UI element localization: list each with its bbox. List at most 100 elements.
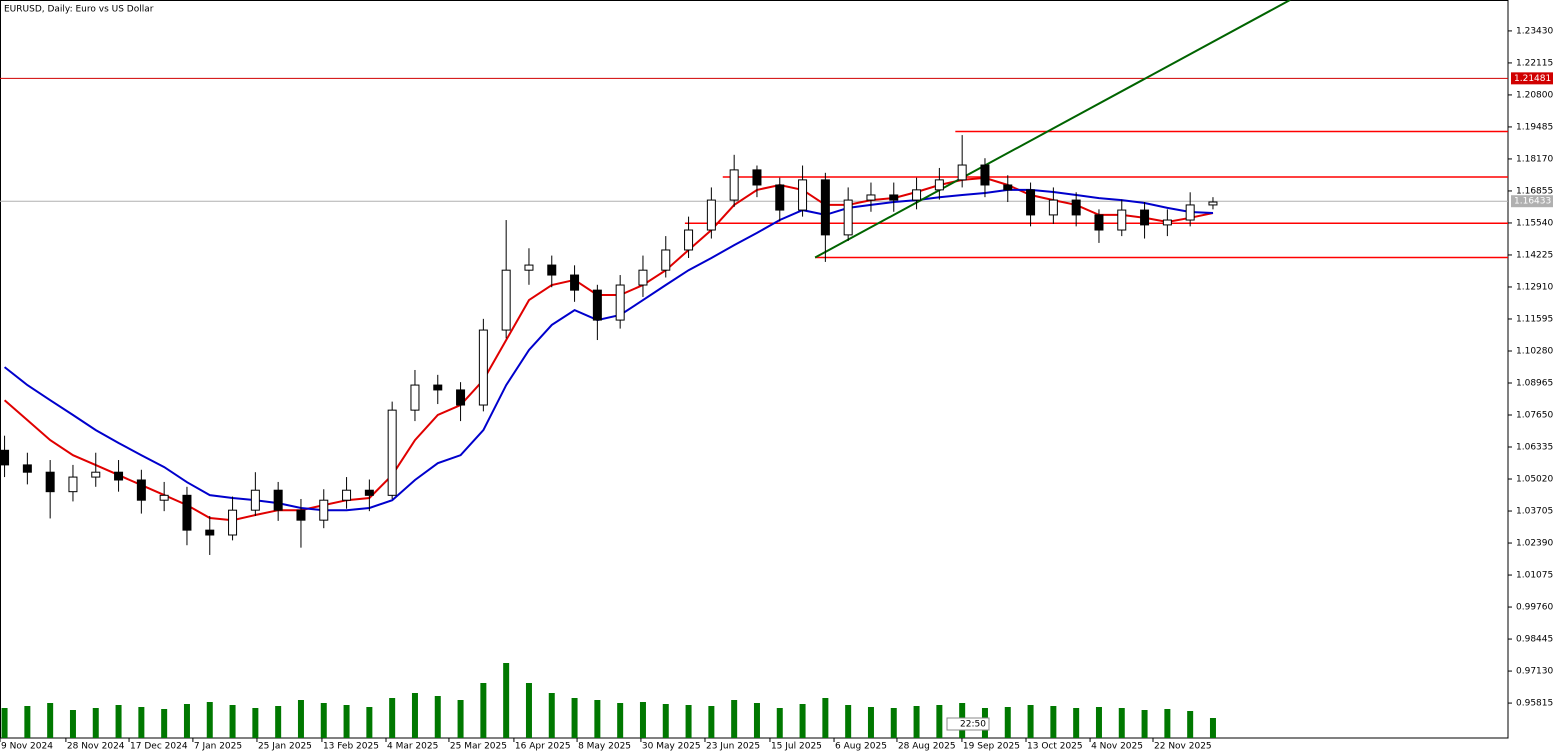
x-tick-label: 4 Mar 2025 bbox=[387, 742, 438, 752]
x-tick-label: 28 Aug 2025 bbox=[898, 742, 956, 752]
candle-body bbox=[615, 284, 625, 321]
candle-body bbox=[228, 509, 238, 536]
candle-body bbox=[114, 471, 124, 481]
candle-body bbox=[1026, 189, 1036, 216]
y-tick-label: 0.99760 bbox=[1516, 603, 1553, 613]
volume-bar bbox=[594, 700, 601, 738]
candle-body bbox=[342, 489, 352, 501]
volume-bar bbox=[776, 708, 783, 738]
volume-bar bbox=[252, 708, 259, 738]
y-tick-label: 1.06335 bbox=[1516, 443, 1553, 453]
x-tick-label: 22 Nov 2025 bbox=[1154, 742, 1212, 752]
x-tick-label: 4 Nov 2025 bbox=[1091, 742, 1143, 752]
y-tick-label: 1.05020 bbox=[1516, 475, 1553, 485]
candle-body bbox=[456, 389, 466, 406]
x-tick-label: 13 Oct 2025 bbox=[1027, 742, 1083, 752]
y-tick-label: 1.01075 bbox=[1516, 571, 1553, 581]
x-tick-label: 30 May 2025 bbox=[642, 742, 701, 752]
price-tag bbox=[1511, 195, 1553, 208]
volume-bar bbox=[343, 705, 350, 738]
candle-body bbox=[182, 494, 192, 531]
volume-bar bbox=[389, 698, 396, 738]
volume-bar bbox=[753, 703, 760, 738]
y-tick-label: 1.12910 bbox=[1516, 282, 1553, 292]
y-tick-label: 1.20800 bbox=[1516, 90, 1553, 100]
candle-body bbox=[889, 194, 899, 201]
volume-bar bbox=[115, 705, 122, 738]
x-tick-label: 25 Jan 2025 bbox=[258, 742, 312, 752]
candle-body bbox=[296, 509, 306, 521]
volume-bar bbox=[47, 703, 54, 738]
y-tick-label: 1.14225 bbox=[1516, 250, 1553, 260]
trendline bbox=[814, 0, 1291, 259]
volume-bar bbox=[297, 700, 304, 738]
candle-body bbox=[820, 179, 830, 236]
candle-body bbox=[957, 164, 967, 181]
plot-area bbox=[0, 0, 1508, 738]
volume-bar bbox=[1141, 710, 1148, 738]
volume-bar bbox=[434, 696, 441, 738]
candle-body bbox=[364, 489, 374, 496]
x-tick-label: 28 Nov 2024 bbox=[67, 742, 125, 752]
x-tick-label: 8 May 2025 bbox=[578, 742, 631, 752]
candle-body bbox=[1140, 209, 1150, 226]
volume-bar bbox=[548, 693, 555, 738]
candle-body bbox=[1048, 199, 1058, 216]
y-tick-label: 1.19485 bbox=[1516, 122, 1553, 132]
candle-body bbox=[68, 476, 78, 493]
candle-body bbox=[0, 449, 10, 466]
x-tick-label: 23 Jun 2025 bbox=[706, 742, 760, 752]
candle-body bbox=[934, 179, 944, 191]
volume-bar bbox=[1050, 706, 1057, 738]
candle-body bbox=[798, 179, 808, 211]
candle-body bbox=[661, 249, 671, 271]
candle-body bbox=[980, 164, 990, 186]
volume-bar bbox=[366, 707, 373, 738]
candle-body bbox=[1071, 199, 1081, 216]
y-tick-label: 1.22115 bbox=[1516, 58, 1553, 68]
plot-frame bbox=[0, 0, 1509, 739]
candle-body bbox=[1162, 219, 1172, 226]
volume-bar bbox=[275, 706, 282, 738]
y-tick-label: 1.08965 bbox=[1516, 378, 1553, 388]
volume-bar bbox=[1, 708, 8, 738]
candle-body bbox=[570, 274, 580, 291]
candle-body bbox=[136, 479, 146, 501]
volume-bar bbox=[639, 702, 646, 738]
volume-bar bbox=[457, 700, 464, 738]
volume-bar bbox=[685, 705, 692, 738]
volume-bar bbox=[799, 704, 806, 738]
x-tick-label: 25 Mar 2025 bbox=[450, 742, 507, 752]
x-tick-label: 9 Nov 2024 bbox=[1, 742, 53, 752]
price-tag bbox=[1511, 72, 1553, 85]
candle-body bbox=[729, 169, 739, 201]
volume-bar bbox=[890, 708, 897, 738]
volume-bar bbox=[503, 663, 510, 738]
x-tick-label: 6 Aug 2025 bbox=[835, 742, 887, 752]
candle-body bbox=[91, 471, 101, 478]
volume-bar bbox=[936, 705, 943, 738]
volume-bar bbox=[1073, 708, 1080, 738]
y-tick-label: 1.23430 bbox=[1516, 26, 1553, 36]
volume-bar bbox=[229, 705, 236, 738]
volume-bar bbox=[1209, 718, 1216, 738]
y-tick-label: 0.98445 bbox=[1516, 635, 1553, 645]
candle-body bbox=[478, 329, 488, 406]
candle-body bbox=[524, 264, 534, 271]
volume-bar bbox=[1095, 707, 1102, 738]
volume-bar bbox=[183, 704, 190, 738]
volume-bar bbox=[69, 710, 76, 738]
candle-body bbox=[1003, 184, 1013, 191]
candle-body bbox=[319, 499, 329, 521]
y-tick-label: 1.07650 bbox=[1516, 411, 1553, 421]
x-tick-label: 15 Jul 2025 bbox=[771, 742, 822, 752]
candle-body bbox=[1094, 214, 1104, 231]
volume-bar bbox=[1118, 708, 1125, 738]
candle-body bbox=[433, 384, 443, 391]
volume-bar bbox=[1187, 711, 1194, 738]
candle-body bbox=[45, 471, 55, 493]
candle-body bbox=[706, 199, 716, 231]
volume-bar bbox=[708, 706, 715, 738]
